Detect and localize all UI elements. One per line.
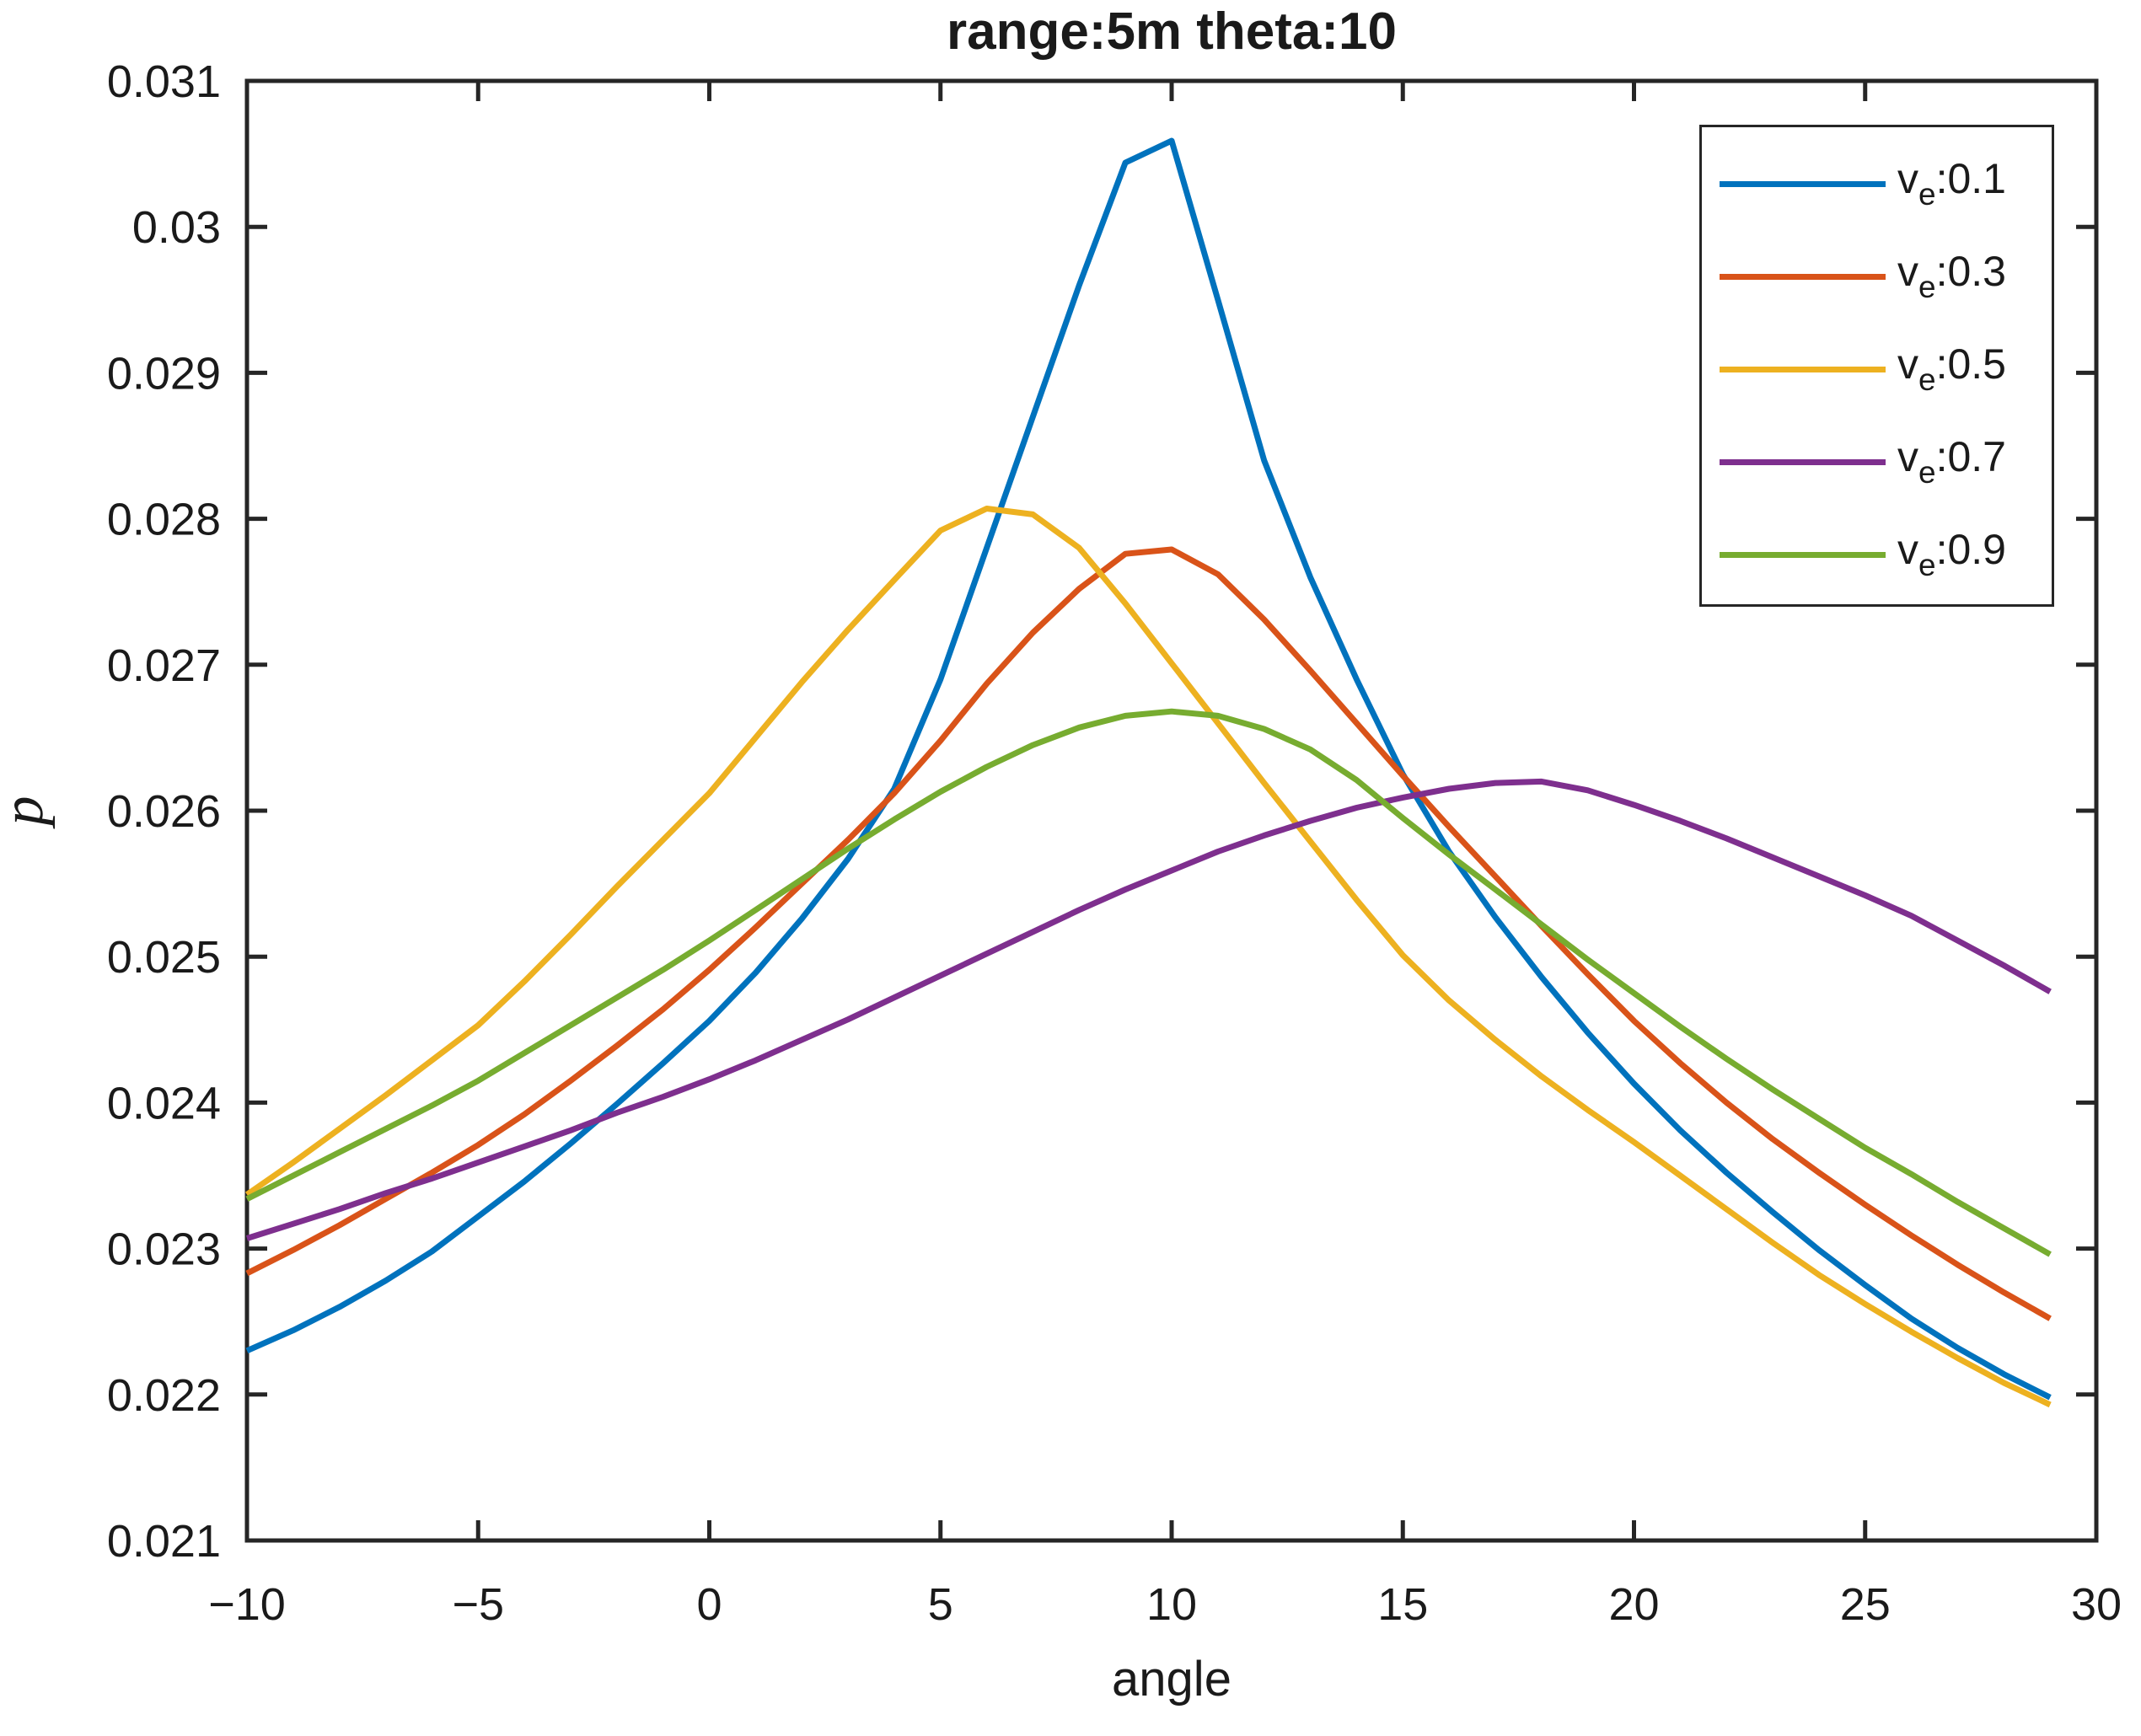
x-tick-label: 20: [1608, 1579, 1659, 1630]
y-tick-label: 0.027: [107, 640, 221, 691]
y-tick-label: 0.021: [107, 1516, 221, 1567]
y-tick-label: 0.028: [107, 495, 221, 545]
legend-entry-ve-0.1: ve:0.1: [1702, 137, 2052, 230]
x-tick-label: 10: [1146, 1579, 1197, 1630]
chart-title: range:5m theta:10: [947, 3, 1397, 61]
x-tick-label: 30: [2071, 1579, 2122, 1630]
x-tick-label: 5: [928, 1579, 953, 1630]
legend-label: ve:0.3: [1897, 248, 2006, 304]
y-axis-label: p: [0, 796, 56, 830]
legend-line-sample: [1720, 366, 1886, 372]
series-line-ve-0.5: [245, 506, 2052, 1408]
legend-entry-ve-0.9: ve:0.9: [1702, 508, 2052, 601]
y-tick-label: 0.026: [107, 786, 221, 837]
legend-label: ve:0.1: [1897, 155, 2006, 212]
legend-box: ve:0.1 ve:0.3 ve:0.5 ve:0.7 ve:0.9: [1699, 125, 2054, 607]
legend-entry-ve-0.3: ve:0.3: [1702, 230, 2052, 323]
legend-label: ve:0.5: [1897, 340, 2006, 397]
legend-label: ve:0.9: [1897, 526, 2006, 582]
legend-line-sample: [1720, 273, 1886, 280]
legend-line-sample: [1720, 180, 1886, 187]
y-tick-label: 0.024: [107, 1078, 221, 1128]
legend-entry-ve-0.7: ve:0.7: [1702, 415, 2052, 508]
legend-line-sample: [1720, 458, 1886, 465]
y-tick-label: 0.03: [132, 202, 221, 253]
series-line-ve-0.9: [245, 708, 2052, 1257]
y-tick-label: 0.029: [107, 348, 221, 399]
legend-line-sample: [1720, 551, 1886, 558]
y-tick-label: 0.031: [107, 56, 221, 107]
legend-label: ve:0.7: [1897, 433, 2006, 490]
y-tick-label: 0.025: [107, 932, 221, 983]
x-tick-label: 0: [696, 1579, 722, 1630]
x-tick-label: −5: [452, 1579, 504, 1630]
x-tick-label: 15: [1377, 1579, 1428, 1630]
x-tick-label: 25: [1840, 1579, 1891, 1630]
series-line-ve-0.1: [245, 137, 2052, 1401]
series-layer: [245, 137, 2052, 1408]
legend-entry-ve-0.5: ve:0.5: [1702, 323, 2052, 415]
x-axis-label: angle: [1112, 1652, 1231, 1707]
x-tick-label: −10: [208, 1579, 286, 1630]
series-line-ve-0.3: [245, 546, 2052, 1321]
y-tick-label: 0.023: [107, 1224, 221, 1275]
y-tick-label: 0.022: [107, 1370, 221, 1421]
axes-layer: −10 −5 0 5 10 15 20 25 30 0.021 0.022 0.023 0.024 0.0…: [107, 56, 2122, 1630]
series-line-ve-0.7: [245, 778, 2052, 1241]
